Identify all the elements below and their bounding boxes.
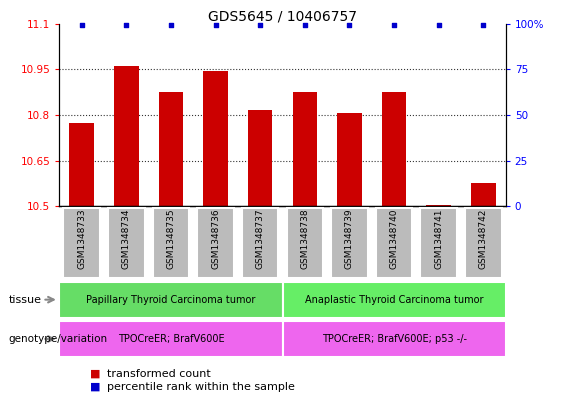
FancyBboxPatch shape bbox=[153, 208, 189, 277]
Point bbox=[345, 22, 354, 29]
Text: Anaplastic Thyroid Carcinoma tumor: Anaplastic Thyroid Carcinoma tumor bbox=[305, 295, 483, 305]
FancyBboxPatch shape bbox=[465, 208, 502, 277]
FancyBboxPatch shape bbox=[63, 208, 100, 277]
Text: GSM1348735: GSM1348735 bbox=[167, 209, 175, 269]
FancyBboxPatch shape bbox=[282, 321, 506, 357]
Text: transformed count: transformed count bbox=[107, 369, 211, 379]
Text: GSM1348737: GSM1348737 bbox=[256, 209, 264, 269]
Point bbox=[434, 22, 444, 29]
FancyBboxPatch shape bbox=[376, 208, 412, 277]
FancyBboxPatch shape bbox=[286, 208, 323, 277]
Point bbox=[390, 22, 399, 29]
Point bbox=[211, 22, 220, 29]
Bar bbox=[471, 184, 496, 206]
Text: tissue: tissue bbox=[8, 295, 41, 305]
FancyBboxPatch shape bbox=[59, 321, 282, 357]
Text: percentile rank within the sample: percentile rank within the sample bbox=[107, 382, 295, 392]
Point bbox=[255, 22, 264, 29]
FancyBboxPatch shape bbox=[282, 282, 506, 318]
Bar bbox=[293, 92, 317, 206]
Bar bbox=[337, 114, 362, 206]
Text: TPOCreER; BrafV600E: TPOCreER; BrafV600E bbox=[118, 334, 224, 344]
FancyBboxPatch shape bbox=[420, 208, 457, 277]
Text: GSM1348733: GSM1348733 bbox=[77, 209, 86, 269]
Bar bbox=[159, 92, 183, 206]
Point bbox=[122, 22, 131, 29]
Point bbox=[77, 22, 86, 29]
Text: GSM1348739: GSM1348739 bbox=[345, 209, 354, 269]
FancyBboxPatch shape bbox=[197, 208, 234, 277]
Bar bbox=[248, 110, 272, 206]
Text: GDS5645 / 10406757: GDS5645 / 10406757 bbox=[208, 10, 357, 24]
Bar bbox=[427, 205, 451, 206]
Text: genotype/variation: genotype/variation bbox=[8, 334, 107, 344]
FancyBboxPatch shape bbox=[59, 282, 282, 318]
Point bbox=[301, 22, 310, 29]
Text: GSM1348734: GSM1348734 bbox=[122, 209, 131, 269]
FancyBboxPatch shape bbox=[108, 208, 145, 277]
Point bbox=[479, 22, 488, 29]
Bar bbox=[114, 66, 138, 206]
Point bbox=[167, 22, 176, 29]
Text: ■: ■ bbox=[90, 369, 101, 379]
Bar bbox=[203, 71, 228, 206]
Text: Papillary Thyroid Carcinoma tumor: Papillary Thyroid Carcinoma tumor bbox=[86, 295, 255, 305]
Text: GSM1348736: GSM1348736 bbox=[211, 209, 220, 269]
Text: ■: ■ bbox=[90, 382, 101, 392]
Text: GSM1348741: GSM1348741 bbox=[434, 209, 443, 269]
Text: TPOCreER; BrafV600E; p53 -/-: TPOCreER; BrafV600E; p53 -/- bbox=[321, 334, 467, 344]
Bar bbox=[382, 92, 406, 206]
Bar bbox=[69, 123, 94, 206]
Text: GSM1348738: GSM1348738 bbox=[301, 209, 309, 269]
FancyBboxPatch shape bbox=[242, 208, 279, 277]
Text: GSM1348740: GSM1348740 bbox=[390, 209, 398, 269]
Text: GSM1348742: GSM1348742 bbox=[479, 209, 488, 269]
FancyBboxPatch shape bbox=[331, 208, 368, 277]
